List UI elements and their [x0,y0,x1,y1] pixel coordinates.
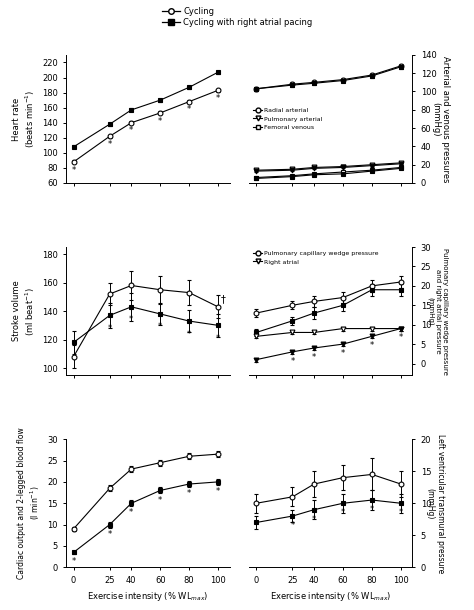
Text: *: * [108,529,112,539]
Y-axis label: Pulmonary capillary wedge pressure
and right atrial pressure
(mmHg): Pulmonary capillary wedge pressure and r… [428,248,448,375]
Legend: Pulmonary capillary wedge pressure, Right atrial: Pulmonary capillary wedge pressure, Righ… [250,248,381,267]
Text: *: * [216,94,220,103]
Text: *: * [129,508,134,517]
Text: *: * [370,505,374,514]
Text: *: * [312,353,316,362]
Text: *: * [399,508,403,517]
Text: *: * [341,508,345,517]
Text: *: * [370,341,374,350]
X-axis label: Exercise intensity (% WL$_{max}$): Exercise intensity (% WL$_{max}$) [87,590,209,603]
Text: *: * [312,515,316,524]
Text: *: * [187,329,191,339]
Text: *: * [216,334,220,343]
Text: *: * [129,126,134,135]
Y-axis label: Arterial and venous pressures
(mmHg): Arterial and venous pressures (mmHg) [431,56,450,182]
Text: *: * [216,487,220,496]
Y-axis label: Heart rate
(beats min$^{-1}$): Heart rate (beats min$^{-1}$) [12,90,36,148]
Text: *: * [129,315,134,325]
Text: *: * [158,495,163,504]
Text: *: * [108,324,112,333]
Legend: Radial arterial, Pulmonary arterial, Femoral venous: Radial arterial, Pulmonary arterial, Fem… [250,106,325,132]
Text: *: * [158,117,163,126]
Text: †: † [221,294,226,304]
Text: *: * [72,166,76,174]
Legend: Cycling, Cycling with right atrial pacing: Cycling, Cycling with right atrial pacin… [158,4,316,31]
Text: *: * [187,489,191,498]
Text: *: * [291,356,295,365]
Text: *: * [291,521,295,530]
Text: *: * [158,323,163,331]
Text: *: * [72,558,76,567]
Y-axis label: Left ventricular transmural pressure
(mmHg): Left ventricular transmural pressure (mm… [426,434,445,573]
X-axis label: Exercise intensity (% WL$_{max}$): Exercise intensity (% WL$_{max}$) [270,590,392,603]
Text: *: * [187,106,191,115]
Text: *: * [399,333,403,342]
Text: *: * [341,349,345,357]
Y-axis label: Cardiac output and 2-legged blood flow
(l min$^{-1}$): Cardiac output and 2-legged blood flow (… [18,428,42,579]
Y-axis label: Stroke volume
(ml beat$^{-1}$): Stroke volume (ml beat$^{-1}$) [12,281,36,342]
Text: *: * [108,140,112,149]
